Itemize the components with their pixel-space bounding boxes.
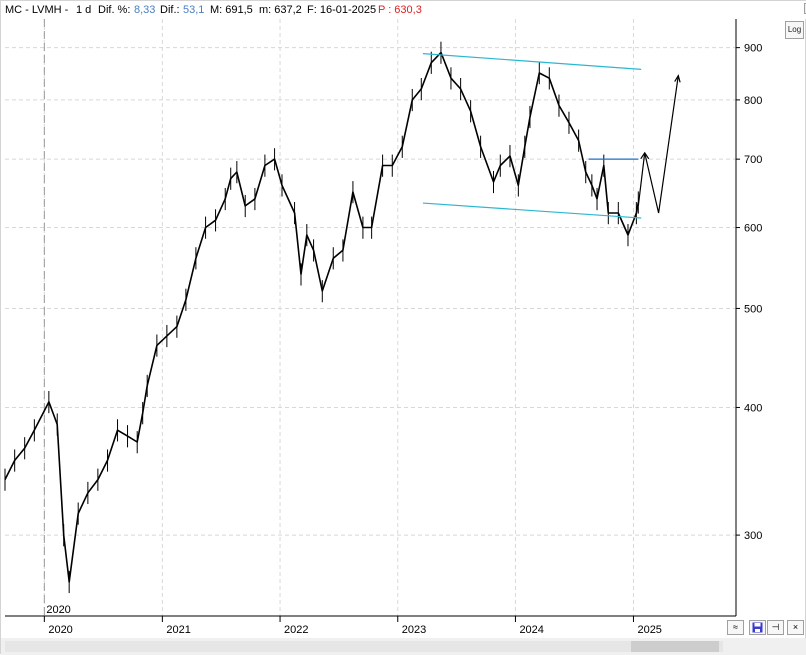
y-tick-label: 800: [744, 95, 762, 107]
dif-pct-value: 8,33: [134, 4, 156, 16]
log-scale-button[interactable]: Log: [785, 21, 804, 39]
price-label: P : 630,3: [378, 4, 422, 16]
pin-icon[interactable]: ⊣: [767, 620, 784, 635]
x-tick-label: 2023: [402, 624, 426, 636]
x-tick-label: 2024: [519, 624, 543, 636]
dif-label: Dif.:: [160, 4, 180, 16]
dif-value: 53,1: [183, 4, 205, 16]
y-tick-label: 700: [744, 154, 762, 166]
projection-peak-marker: [640, 151, 650, 160]
channel-trendline: [422, 52, 642, 70]
x-tick-label: 2025: [637, 624, 661, 636]
date-label: F: 16-01-2025: [307, 4, 377, 16]
scroll-track[interactable]: [5, 641, 723, 652]
horizontal-scrollbar[interactable]: [1, 638, 806, 655]
year-marker-label: 2020: [46, 604, 70, 616]
price-series: [4, 41, 640, 594]
period-label: 1 d: [76, 4, 92, 16]
max-label: M: 691,5: [210, 4, 253, 16]
scroll-thumb[interactable]: [631, 641, 719, 652]
symbol-label: MC - LVMH -: [5, 4, 69, 16]
channel-trendline: [422, 202, 642, 219]
y-tick-label: 500: [744, 303, 762, 315]
y-tick-label: 400: [744, 402, 762, 414]
x-tick-label: 2021: [166, 624, 190, 636]
wave-icon[interactable]: ≈: [727, 620, 744, 635]
y-tick-label: 900: [744, 43, 762, 55]
close-icon[interactable]: ×: [804, 3, 806, 14]
title-bar: MC - LVMH - 1 d Dif. %: 8,33 Dif.: 53,1 …: [1, 1, 806, 19]
x-tick-label: 2020: [48, 624, 72, 636]
axis-labels: 300 400 500 600 700 800 900 2020 2021 2022 2023 202…: [46, 43, 762, 636]
y-tick-label: 300: [744, 530, 762, 542]
y-tick-label: 600: [744, 223, 762, 235]
trendlines: [422, 52, 681, 219]
save-icon[interactable]: [749, 620, 766, 635]
x-tick-label: 2022: [284, 624, 308, 636]
projection-arrowhead: [674, 74, 681, 83]
grid: [5, 19, 736, 616]
projection-line: [637, 75, 679, 214]
price-line: [4, 51, 640, 583]
close-chart-icon[interactable]: ×: [787, 620, 804, 635]
min-label: m: 637,2: [259, 4, 302, 16]
chart-frame: [5, 19, 740, 622]
dif-pct-label: Dif. %:: [98, 4, 131, 16]
